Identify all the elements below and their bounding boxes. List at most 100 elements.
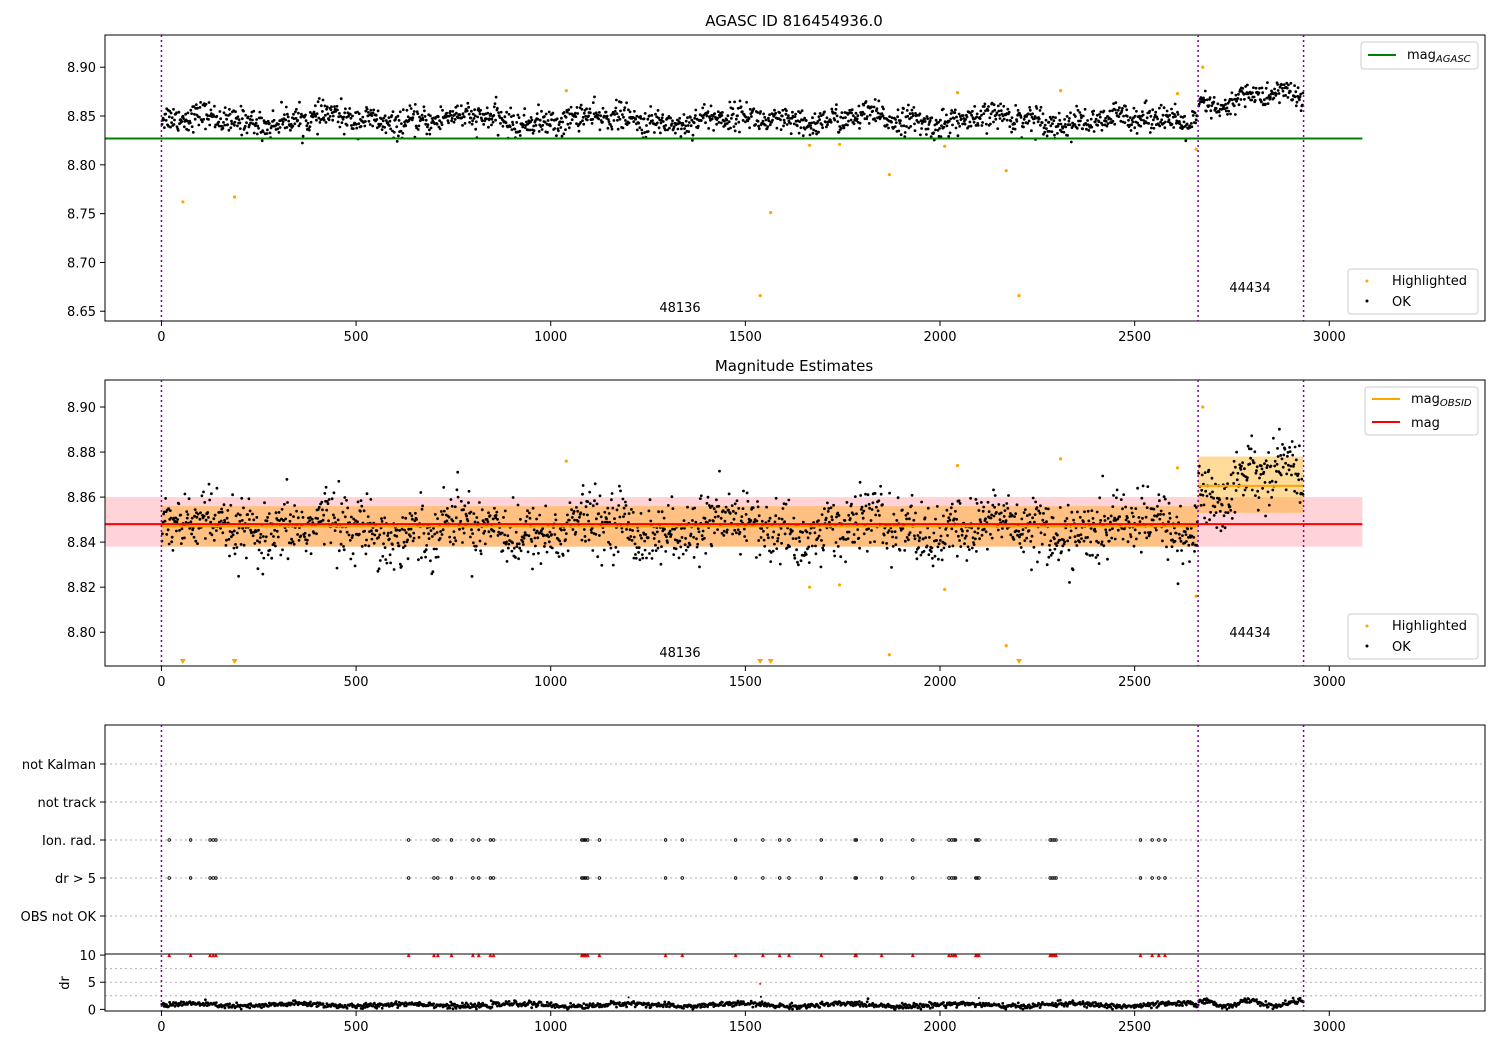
mag-ok-point (474, 544, 478, 548)
agasc-ok-point (374, 113, 378, 117)
mag-ok-point (1220, 503, 1224, 507)
agasc-ok-point (331, 118, 335, 122)
agasc-ok-point (1035, 107, 1039, 110)
mag-ok-point (1151, 518, 1155, 522)
mag-ok-point (421, 504, 424, 508)
agasc-ok-point (818, 112, 822, 115)
mag-ok-point (250, 531, 254, 534)
mag-ok-point (274, 544, 277, 548)
dr-point (453, 1002, 456, 1006)
agasc-ok-point (584, 114, 587, 118)
agasc-ok-point (1212, 100, 1216, 104)
mag-ok-point (1025, 514, 1029, 517)
agasc-ok-point (801, 118, 805, 122)
mag-ok-point (734, 511, 738, 515)
mag-ok-point (629, 535, 633, 538)
agasc-ok-point (664, 124, 668, 127)
mag-ok-point (1107, 539, 1111, 543)
mag-ok-point (175, 520, 179, 524)
agasc-ok-point (1153, 115, 1156, 119)
flag-point (761, 876, 765, 880)
agasc-ok-point (768, 123, 772, 127)
agasc-ok-point (953, 108, 957, 112)
mag-ok-point (581, 484, 585, 487)
mag-ok-point (964, 534, 968, 538)
mag-ok-point (288, 519, 292, 523)
agasc-ok-point (467, 112, 471, 116)
mag-ok-point (931, 564, 935, 568)
mag-ok-point (1086, 509, 1090, 513)
dr-point (203, 1003, 207, 1007)
mag-ok-point (407, 527, 411, 531)
agasc-ok-point (277, 131, 281, 134)
dr-point (497, 1002, 501, 1006)
mag-ok-point (571, 528, 575, 531)
mag-ok-point (1149, 531, 1152, 534)
agasc-ok-point (170, 121, 174, 124)
agasc-ok-point (512, 114, 515, 117)
agasc-ytick-label-2: 8.75 (67, 208, 96, 223)
agasc-ok-point (1118, 106, 1121, 110)
agasc-ok-point (577, 129, 581, 133)
legend-obsid-sub: OBSID (1440, 398, 1472, 409)
mag-ok-point (1129, 533, 1132, 536)
mag-ok-point (277, 511, 281, 514)
agasc-ok-point (1053, 133, 1056, 137)
agasc-ok-point (452, 120, 456, 124)
agasc-ok-point (689, 124, 693, 128)
mag-ok-point (1297, 478, 1301, 482)
mag-ok-point (543, 545, 546, 548)
mag-ok-point (1231, 471, 1235, 475)
agasc-ok-point (1209, 116, 1213, 120)
mag-ok-point (720, 531, 724, 535)
flag-point (477, 876, 481, 880)
agasc-ok-point (1250, 98, 1254, 102)
agasc-ok-point (314, 114, 318, 118)
agasc-ok-point (1253, 99, 1257, 102)
mag-ok-point (641, 556, 645, 560)
mag-ok-point (695, 545, 699, 549)
agasc-ok-point (708, 116, 712, 120)
mag-ok-point (925, 544, 929, 548)
mag-ok-point (215, 529, 218, 532)
mag-ok-point (1004, 519, 1008, 522)
agasc-ok-point (908, 112, 912, 116)
mag-ok-point (506, 546, 510, 550)
mag-ok-point (977, 509, 981, 512)
agasc-ok-point (809, 124, 812, 127)
mag-ok-point (1033, 520, 1036, 524)
mag-ok-point (924, 536, 928, 539)
agasc-ok-point (488, 117, 491, 121)
dr-point (826, 1001, 829, 1005)
agasc-ok-point (417, 124, 421, 128)
mag-ok-point (1214, 482, 1217, 486)
agasc-ok-point (450, 116, 454, 120)
mag-ok-point (364, 543, 367, 547)
mag-ok-point (853, 540, 856, 544)
mag-ok-point (650, 557, 654, 560)
mag-ok-point (724, 510, 727, 514)
mag-ok-point (1194, 506, 1198, 509)
agasc-ok-point (782, 118, 786, 122)
dr-point (394, 1000, 398, 1003)
mag-ok-point (599, 515, 603, 519)
agasc-ok-point (903, 135, 907, 139)
mag-ok-point (504, 542, 508, 546)
mag-ok-point (448, 535, 452, 539)
flag-point (853, 876, 857, 880)
flag-point (680, 838, 685, 842)
dr-point (380, 1006, 384, 1010)
agasc-ok-point (725, 122, 729, 125)
agasc-ok-point (406, 115, 410, 119)
agasc-ok-point (875, 107, 879, 111)
agasc-ok-point (716, 110, 720, 113)
mag-ok-point (506, 534, 510, 538)
mag-ok-point (259, 536, 262, 539)
mag-ok-point (246, 513, 250, 516)
mag-ok-point (776, 537, 780, 540)
agasc-ok-point (953, 111, 957, 114)
mag-ok-point (1256, 508, 1260, 512)
flag-point (953, 838, 958, 842)
mag-ok-point (832, 549, 836, 553)
agasc-ok-point (518, 129, 522, 133)
